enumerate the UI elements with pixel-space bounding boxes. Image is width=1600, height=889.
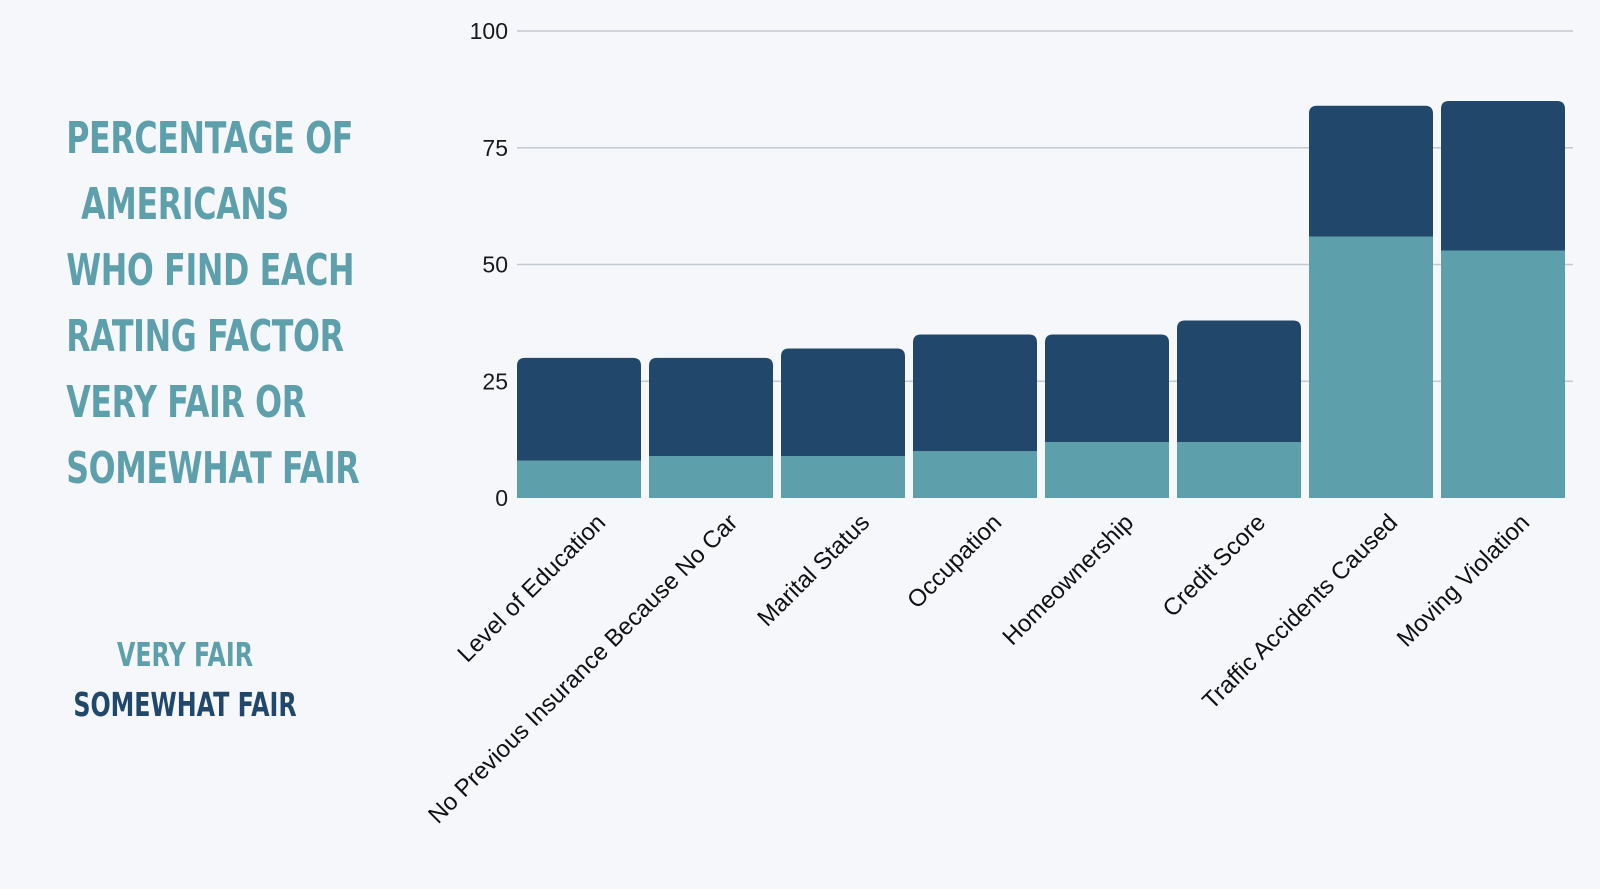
bars <box>517 101 1565 499</box>
title-line: VERY FAIR OR <box>66 377 306 428</box>
bar-very-fair <box>1309 236 1433 499</box>
x-category-label: No Previous Insurance Because No Car <box>423 509 743 829</box>
bar-somewhat-fair <box>913 334 1037 452</box>
y-tick-label: 50 <box>482 252 508 278</box>
x-category-label: Credit Score <box>1158 509 1271 622</box>
bar-very-fair <box>913 451 1037 498</box>
bar-very-fair <box>1441 250 1565 498</box>
x-category-label: Occupation <box>902 509 1007 614</box>
y-axis-ticks: 0 25 50 75 100 <box>470 18 508 511</box>
x-category-label: Level of Education <box>452 509 611 668</box>
bar-somewhat-fair <box>1045 334 1169 442</box>
title-line: AMERICANS <box>81 179 289 230</box>
bar-somewhat-fair <box>1309 105 1433 237</box>
bar-somewhat-fair <box>1441 101 1565 251</box>
y-tick-label: 25 <box>482 368 508 394</box>
legend-item-somewhat-fair: SOMEWHAT FAIR <box>73 685 297 724</box>
bar-somewhat-fair <box>1177 320 1301 442</box>
y-tick-label: 75 <box>482 135 508 161</box>
legend-item-very-fair: VERY FAIR <box>116 635 254 674</box>
bar-somewhat-fair <box>781 348 905 456</box>
x-category-label: Moving Violation <box>1392 509 1535 652</box>
chart-legend: VERY FAIR SOMEWHAT FAIR <box>66 630 304 730</box>
bar-very-fair <box>517 460 641 498</box>
bar-very-fair <box>1045 441 1169 498</box>
y-tick-label: 0 <box>495 485 508 511</box>
x-category-label: Homeownership <box>997 509 1139 651</box>
bar-very-fair <box>649 455 773 498</box>
title-line: RATING FACTOR <box>66 311 344 362</box>
bar-somewhat-fair <box>649 357 773 456</box>
x-category-label: Marital Status <box>752 509 875 632</box>
bar-very-fair <box>781 455 905 498</box>
bar-very-fair <box>1177 441 1301 498</box>
bar-somewhat-fair <box>517 357 641 461</box>
y-tick-label: 100 <box>470 18 508 44</box>
